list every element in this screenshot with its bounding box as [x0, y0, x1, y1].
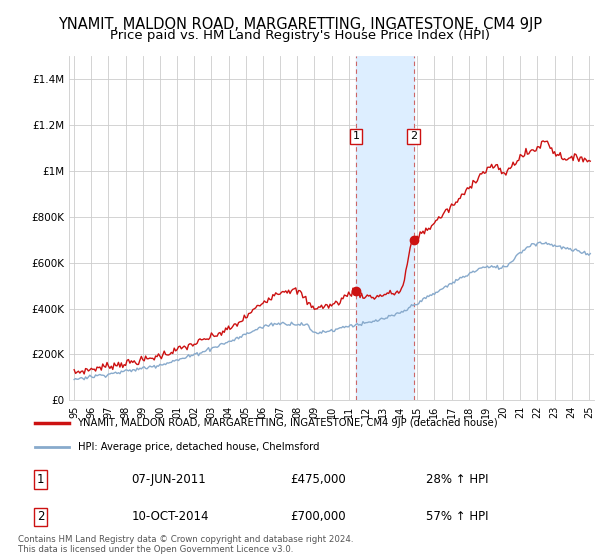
Text: £700,000: £700,000	[290, 510, 346, 523]
Text: 07-JUN-2011: 07-JUN-2011	[131, 473, 206, 486]
Text: 1: 1	[353, 132, 360, 141]
Text: 28% ↑ HPI: 28% ↑ HPI	[426, 473, 489, 486]
Text: 10-OCT-2014: 10-OCT-2014	[131, 510, 209, 523]
Text: 2: 2	[410, 132, 417, 141]
Text: HPI: Average price, detached house, Chelmsford: HPI: Average price, detached house, Chel…	[77, 442, 319, 451]
Text: Contains HM Land Registry data © Crown copyright and database right 2024.
This d: Contains HM Land Registry data © Crown c…	[18, 535, 353, 554]
Text: Price paid vs. HM Land Registry's House Price Index (HPI): Price paid vs. HM Land Registry's House …	[110, 29, 490, 42]
Text: YNAMIT, MALDON ROAD, MARGARETTING, INGATESTONE, CM4 9JP: YNAMIT, MALDON ROAD, MARGARETTING, INGAT…	[58, 17, 542, 32]
Text: 57% ↑ HPI: 57% ↑ HPI	[426, 510, 489, 523]
Text: 1: 1	[37, 473, 44, 486]
Text: YNAMIT, MALDON ROAD, MARGARETTING, INGATESTONE, CM4 9JP (detached house): YNAMIT, MALDON ROAD, MARGARETTING, INGAT…	[77, 418, 498, 428]
Text: £475,000: £475,000	[290, 473, 346, 486]
Text: 2: 2	[37, 510, 44, 523]
Bar	[356, 56, 413, 400]
